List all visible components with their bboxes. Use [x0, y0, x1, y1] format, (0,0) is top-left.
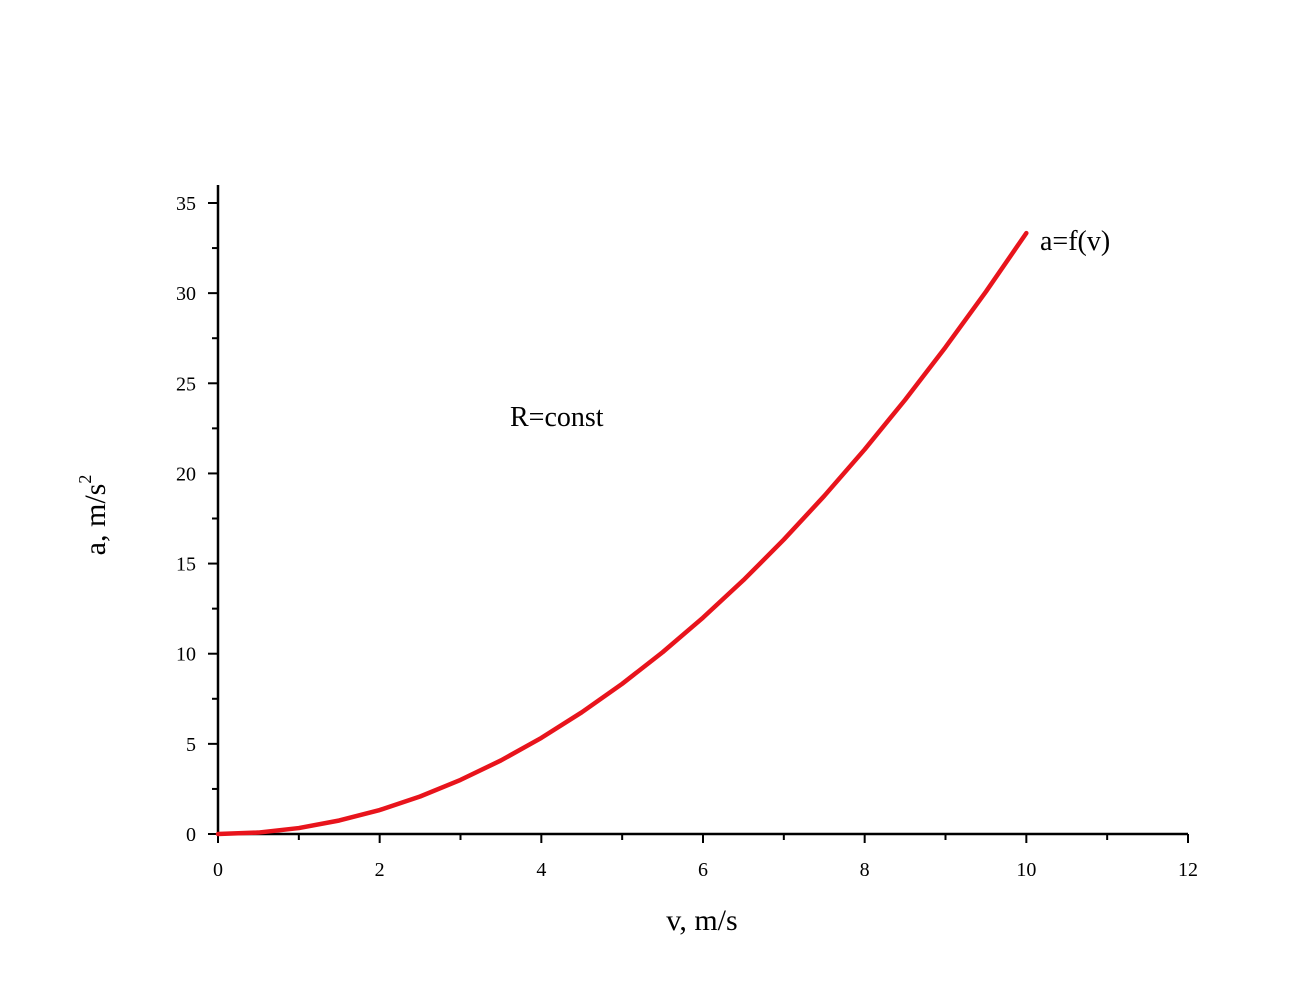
axes — [216, 185, 1188, 836]
x-tick-label: 10 — [1016, 859, 1036, 881]
y-tick-label: 10 — [176, 644, 196, 666]
ticks — [208, 202, 1189, 843]
series-layer — [215, 230, 1029, 837]
x-axis-title: v, m/s — [666, 904, 737, 937]
y-tick-label: 25 — [176, 373, 196, 395]
y-tick-label: 15 — [176, 554, 196, 576]
tick-labels: 0 2 4 6 8 10 12 0 5 10 15 20 25 30 35 — [176, 193, 1198, 881]
x-tick-label: 6 — [698, 859, 708, 881]
y-tick-label: 35 — [176, 193, 196, 215]
y-tick-label: 20 — [176, 463, 196, 485]
x-tick-label: 4 — [536, 859, 546, 881]
x-tick-label: 0 — [213, 859, 223, 881]
series-line — [215, 230, 1029, 837]
y-axis-title: a, m/s2 — [75, 475, 112, 556]
y-axis-title-text: a, m/s — [79, 484, 112, 556]
y-tick-label: 30 — [176, 283, 196, 305]
x-tick-label: 12 — [1178, 859, 1198, 881]
x-tick-label: 8 — [860, 859, 870, 881]
annotation-r-const: R=const — [510, 402, 604, 433]
y-axis-title-superscript: 2 — [75, 475, 95, 484]
series-label: a=f(v) — [1040, 226, 1110, 257]
y-tick-label: 5 — [186, 734, 196, 756]
y-tick-label: 0 — [186, 824, 196, 846]
x-tick-label: 2 — [375, 859, 385, 881]
y-axis-title-group: a, m/s2 — [75, 475, 112, 556]
